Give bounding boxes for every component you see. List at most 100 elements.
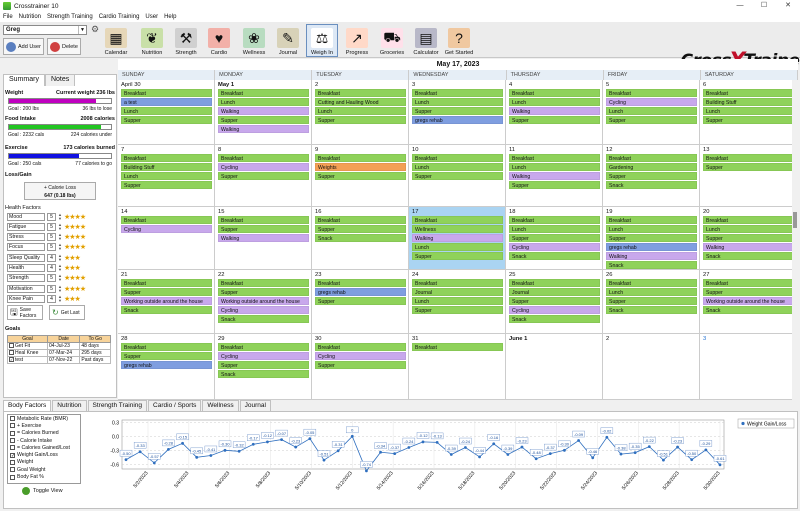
calendar-day-cell[interactable]: 15 Breakfast Supper Walking — [215, 207, 312, 270]
health-factor-value[interactable]: 5 — [47, 233, 56, 242]
toolbar-cart-button[interactable]: ⛟ Groceries — [376, 24, 408, 57]
chevron-down-icon[interactable]: ▼ — [78, 26, 86, 34]
toolbar-calendar-button[interactable]: ▦ Calendar — [100, 24, 132, 57]
data-point[interactable] — [464, 446, 467, 449]
data-point[interactable] — [718, 463, 722, 467]
checkbox[interactable] — [10, 423, 15, 429]
calendar-event[interactable]: Supper — [315, 172, 406, 180]
tab-notes[interactable]: Notes — [44, 74, 76, 86]
calendar-day-cell[interactable]: 12 Breakfast Gardening Supper Snack — [603, 145, 700, 207]
checkbox[interactable] — [10, 459, 15, 465]
tab-summary[interactable]: Summary — [3, 74, 45, 86]
calendar-day-cell[interactable]: 3 — [700, 334, 797, 400]
calendar-event[interactable]: Walking — [606, 252, 697, 260]
calendar-event[interactable]: gregs rehab — [121, 361, 212, 369]
calendar-event[interactable]: Breakfast — [703, 216, 794, 224]
calendar-event[interactable]: Supper — [218, 288, 309, 296]
toolbar-nutrition-button[interactable]: ❦ Nutrition — [136, 24, 168, 57]
calendar-event[interactable]: gregs rehab — [412, 116, 503, 124]
calendar-event[interactable]: Breakfast — [218, 89, 309, 97]
checkbox[interactable] — [10, 438, 15, 444]
calendar-event[interactable]: Supper — [703, 234, 794, 242]
calendar-event[interactable]: Breakfast — [315, 279, 406, 287]
data-point[interactable] — [704, 448, 708, 452]
calendar-event[interactable]: Supper — [315, 116, 406, 124]
health-factor-value[interactable]: 4 — [47, 264, 56, 272]
calendar-day-cell[interactable]: 28 Breakfast Supper gregs rehab — [118, 334, 215, 400]
minimize-icon[interactable]: — — [736, 2, 744, 9]
calendar-event[interactable]: gregs rehab — [606, 243, 697, 251]
goal-checkbox[interactable] — [9, 350, 14, 356]
data-point[interactable] — [591, 456, 595, 460]
calendar-event[interactable]: Lunch — [412, 297, 503, 305]
calendar-event[interactable]: Supper — [703, 288, 794, 296]
spinner-icon[interactable]: ▲ ▼ — [58, 221, 62, 231]
calendar-event[interactable]: Walking — [509, 172, 600, 180]
calendar-event[interactable]: Breakfast — [121, 154, 212, 162]
calendar-event[interactable]: Breakfast — [121, 89, 212, 97]
calendar-day-cell[interactable]: June 1 — [506, 334, 603, 400]
calendar-event[interactable]: Lunch — [509, 225, 600, 233]
calendar-day-cell[interactable]: 7 Breakfast Building Stuff Lunch Supper — [118, 145, 215, 207]
calendar-event[interactable]: Supper — [703, 116, 794, 124]
calendar-event[interactable]: Breakfast — [218, 279, 309, 287]
calendar-event[interactable]: Lunch — [315, 107, 406, 115]
calendar-event[interactable]: Lunch — [218, 98, 309, 106]
calendar-event[interactable]: Working outside around the house — [218, 297, 309, 305]
checkbox[interactable] — [10, 430, 15, 436]
menu-cardio-training[interactable]: Cardio Training — [98, 14, 140, 20]
toolbar-wellness-button[interactable]: ❀ Wellness — [238, 24, 270, 57]
checkbox[interactable] — [10, 416, 15, 422]
chart-series-option[interactable]: Body Fat % — [8, 473, 80, 480]
add-user-button[interactable]: Add User — [3, 38, 44, 55]
data-point[interactable] — [393, 452, 397, 455]
calendar-event[interactable]: Snack — [703, 306, 794, 314]
data-point[interactable] — [520, 445, 524, 449]
calendar-event[interactable]: Breakfast — [606, 279, 697, 287]
toolbar-strength-button[interactable]: ⚒ Strength — [170, 24, 202, 57]
calendar-event[interactable]: Supper — [218, 172, 309, 180]
calendar-event[interactable]: Breakfast — [218, 343, 309, 351]
calendar-event[interactable]: Building Stuff — [703, 98, 794, 106]
data-point[interactable] — [223, 448, 227, 452]
calendar-event[interactable]: Breakfast — [315, 154, 406, 162]
calendar-event[interactable]: Supper — [606, 116, 697, 124]
calendar-event[interactable]: Supper — [412, 252, 503, 260]
toolbar-help-button[interactable]: ? Get Started — [443, 24, 475, 57]
chart-series-option[interactable]: = Calories Burned — [8, 430, 80, 437]
calendar-event[interactable]: Walking — [509, 107, 600, 115]
chart-series-option[interactable]: Metabolic Rate (BMR) — [8, 415, 80, 422]
goal-row[interactable]: Heal Knee 07-Mar-24 295 days — [6, 349, 111, 357]
menu-file[interactable]: File — [3, 14, 13, 20]
bottom-tab[interactable]: Strength Training — [87, 400, 148, 411]
calendar-event[interactable]: Supper — [218, 116, 309, 124]
data-point[interactable] — [379, 450, 382, 454]
calendar-event[interactable]: Lunch — [703, 225, 794, 233]
goal-row[interactable]: Get Fit 04-Jul-23 48 days — [6, 342, 111, 350]
calendar-event[interactable]: Snack — [509, 315, 600, 323]
goal-row[interactable]: ✓ test 07-Nov-22 Past days — [6, 356, 111, 364]
data-point[interactable] — [633, 451, 637, 455]
calendar-day-cell[interactable]: 27 Breakfast Supper Working outside around … — [700, 270, 797, 334]
calendar-event[interactable]: Supper — [509, 116, 600, 124]
calendar-event[interactable]: Lunch — [121, 107, 212, 115]
calendar-event[interactable]: Journal — [509, 288, 600, 296]
calendar-event[interactable]: Breakfast — [218, 216, 309, 224]
data-point[interactable] — [548, 452, 552, 455]
calendar-event[interactable]: Supper — [315, 225, 406, 233]
chart-series-option[interactable]: Goal Weight — [8, 466, 80, 473]
calendar-day-cell[interactable]: 8 Breakfast Cycling Supper — [215, 145, 312, 207]
calendar-day-cell[interactable]: 2 — [603, 334, 700, 400]
calendar-event[interactable]: Cycling — [315, 352, 406, 360]
calendar-event[interactable]: Breakfast — [218, 154, 309, 162]
chart-series-option[interactable]: + Exercise — [8, 422, 80, 429]
calendar-event[interactable]: Lunch — [412, 98, 503, 106]
toggle-view-button[interactable]: Toggle View — [22, 487, 63, 495]
health-factor-value[interactable]: 4 — [47, 253, 56, 262]
calendar-event[interactable]: Snack — [509, 252, 600, 260]
save-factors-button[interactable]: 🖫 Save Factors — [7, 305, 43, 320]
data-point[interactable] — [563, 448, 566, 452]
calendar-event[interactable]: Breakfast — [121, 279, 212, 287]
checkbox[interactable] — [10, 474, 15, 480]
bottom-tab[interactable]: Nutrition — [52, 400, 87, 411]
